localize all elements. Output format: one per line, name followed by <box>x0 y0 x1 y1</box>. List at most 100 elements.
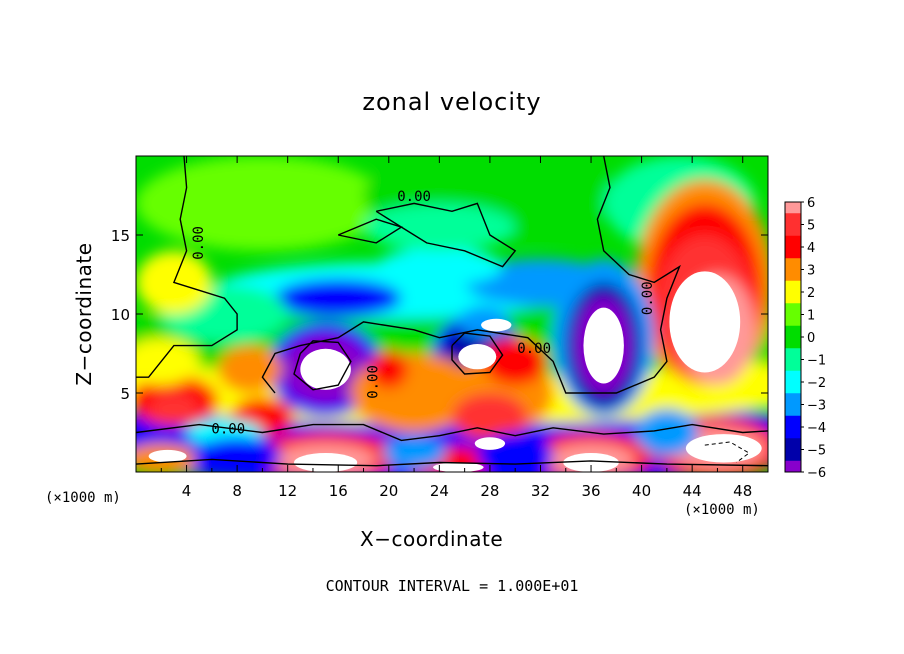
field-region <box>635 408 699 457</box>
field-region <box>136 156 389 251</box>
plot-area <box>136 156 768 472</box>
contour-label: 0.00 <box>211 421 245 437</box>
colorbar-segment <box>785 314 801 327</box>
offscale-region <box>685 434 762 463</box>
colorbar-segment <box>785 427 801 439</box>
offscale-region <box>474 437 506 450</box>
zero-contour-line <box>451 332 504 375</box>
field-region <box>275 279 402 318</box>
colorbar-tick-label: 6 <box>807 196 815 211</box>
x-tick-label: 24 <box>430 482 449 500</box>
colorbar-segment <box>785 292 801 304</box>
field-region <box>192 437 282 472</box>
offscale-region <box>294 453 358 472</box>
colorbar-segment <box>785 202 801 214</box>
colorbar-tick-label: 5 <box>807 219 815 234</box>
field-region <box>218 345 282 393</box>
contour-interval-note: CONTOUR INTERVAL = 1.000E+01 <box>325 577 579 595</box>
colorbar-tick-label: −3 <box>807 399 826 414</box>
zero-contour-line <box>136 156 238 378</box>
colorbar-tick-label: 3 <box>807 264 815 279</box>
x-axis-label: X−coordinate <box>360 527 504 551</box>
colorbar-segment <box>785 325 801 338</box>
zero-contour-line <box>136 423 768 442</box>
colorbar-segment <box>785 280 801 293</box>
colorbar-segment <box>785 370 801 383</box>
colorbar-tick-label: 2 <box>807 286 815 301</box>
colorbar-segment <box>785 382 801 394</box>
y-tick-label: 5 <box>120 385 130 403</box>
colorbar: 6 5 4 3 2 1 0 −1 −2 −3 −4 −5 −6 <box>784 196 826 481</box>
offscale-region <box>433 462 484 472</box>
colorbar-segment <box>785 460 801 473</box>
colorbar-segment <box>785 235 801 248</box>
x-unit-label-right: (×1000 m) <box>684 502 760 518</box>
colorbar-tick-label: −1 <box>807 354 826 369</box>
offscale-regions <box>148 271 762 472</box>
colorbar-tick-label: 0 <box>807 331 815 346</box>
colorbar-segment <box>785 393 801 405</box>
colorbar-segment <box>785 359 801 372</box>
x-tick-label: 48 <box>733 482 752 500</box>
field-region <box>382 437 446 469</box>
colorbar-segment <box>785 269 801 282</box>
x-tick-label: 20 <box>379 482 398 500</box>
offscale-region <box>669 271 741 373</box>
zero-contour-line <box>261 156 681 394</box>
colorbar-segment <box>785 404 801 417</box>
colorbar-segment <box>785 303 801 315</box>
field-region <box>148 393 200 425</box>
colorbar-segment <box>785 337 801 349</box>
y-axis-ticks: 5 10 15 <box>111 227 768 403</box>
x-axis-ticks: 4 8 12 16 20 24 28 32 36 40 44 48 <box>160 156 752 500</box>
offscale-region <box>458 344 497 370</box>
chart-title: zonal velocity <box>362 88 542 116</box>
colorbar-segment <box>785 213 801 225</box>
field-region <box>376 247 503 286</box>
x-tick-label: 28 <box>480 482 499 500</box>
offscale-region <box>583 307 624 384</box>
colorbar-tick-label: 4 <box>807 241 815 256</box>
contour-label: 0.00 <box>366 365 382 399</box>
contour-labels: 0.00 0.00 0.00 0.00 0.00 0.00 <box>191 189 656 437</box>
zero-contour-line <box>337 218 404 244</box>
x-tick-label: 16 <box>329 482 348 500</box>
colorbar-segment <box>785 348 801 360</box>
colorbar-segment <box>785 449 801 462</box>
x-tick-label: 36 <box>581 482 600 500</box>
x-unit-label-left: (×1000 m) <box>45 490 121 506</box>
offscale-region <box>481 318 512 332</box>
colorbar-tick-label: −4 <box>807 421 826 436</box>
colorbar-segment <box>785 438 801 450</box>
field-region <box>369 350 408 389</box>
contour-label: 0.00 <box>191 226 207 260</box>
contour-label: 0.00 <box>517 341 551 357</box>
y-tick-label: 15 <box>111 227 130 245</box>
zero-contour-line <box>293 340 352 391</box>
offscale-region <box>563 453 619 472</box>
zero-contours <box>136 156 768 467</box>
colorbar-tick-label: −2 <box>807 376 826 391</box>
colorbar-segment <box>785 247 801 259</box>
x-tick-label: 40 <box>632 482 651 500</box>
x-tick-label: 44 <box>683 482 702 500</box>
colorbar-segment <box>785 415 801 428</box>
colorbar-tick-label: −6 <box>807 466 826 481</box>
contour-label: 0.00 <box>640 281 656 315</box>
field-region <box>363 203 516 251</box>
offscale-region <box>148 449 187 463</box>
negative-contour-line <box>704 441 750 463</box>
colorbar-segment <box>785 258 801 270</box>
y-axis-label: Z−coordinate <box>72 242 96 386</box>
x-tick-label: 4 <box>182 482 192 500</box>
zero-contour-line <box>136 458 768 467</box>
offscale-region <box>300 348 351 390</box>
contour-label: 0.00 <box>397 189 431 205</box>
y-tick-label: 10 <box>111 306 130 324</box>
x-tick-label: 8 <box>232 482 242 500</box>
x-tick-label: 32 <box>531 482 550 500</box>
colorbar-tick-label: −5 <box>807 444 826 459</box>
colorbar-segment <box>785 224 801 237</box>
colorbar-tick-label: 1 <box>807 309 815 324</box>
